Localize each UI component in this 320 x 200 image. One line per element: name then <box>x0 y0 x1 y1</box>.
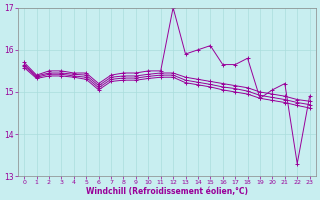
X-axis label: Windchill (Refroidissement éolien,°C): Windchill (Refroidissement éolien,°C) <box>86 187 248 196</box>
